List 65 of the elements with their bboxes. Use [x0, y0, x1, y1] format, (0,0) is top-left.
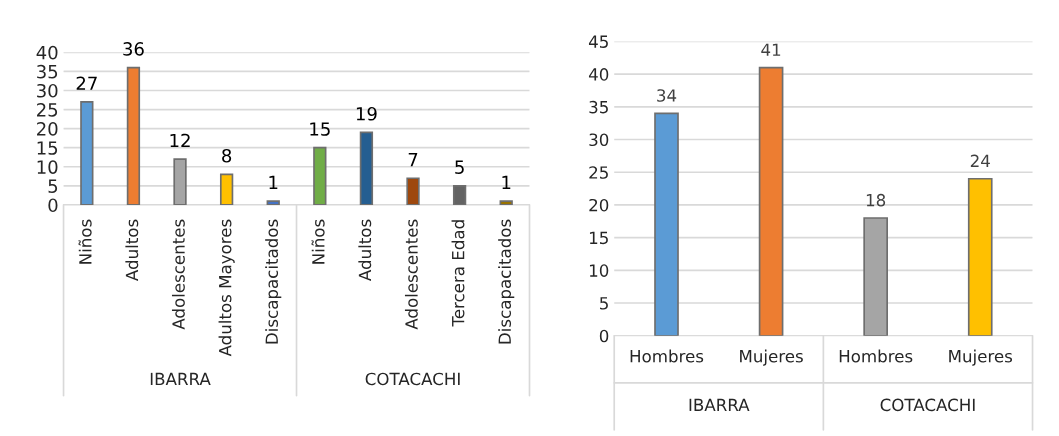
x-tick-label: Niños — [311, 219, 325, 264]
bar — [654, 112, 679, 336]
bar — [406, 177, 420, 205]
x-tick-label: Discapacitados — [498, 219, 515, 344]
bar — [173, 158, 187, 205]
data-label: 36 — [123, 42, 144, 56]
data-label: 24 — [970, 154, 990, 167]
bar — [967, 177, 993, 336]
y-tick-label: 40 — [36, 45, 58, 60]
x-tick-label: Discapacitados — [265, 219, 282, 344]
text: COTACACHI — [880, 398, 975, 412]
data-label: 1 — [269, 175, 278, 190]
y-tick-label: 25 — [37, 103, 58, 117]
x-tick-label: Adultos — [125, 219, 139, 281]
y-tick-label: 5 — [48, 179, 58, 193]
bar — [80, 101, 94, 205]
bar — [452, 185, 467, 205]
x-tick-label: Mujeres — [949, 349, 1013, 366]
text: IBARRA — [150, 372, 211, 386]
data-label: 8 — [222, 148, 232, 163]
data-label: 7 — [408, 152, 418, 167]
data-label: 15 — [310, 122, 330, 136]
data-label: 27 — [76, 76, 97, 90]
data-label: 1 — [502, 175, 511, 190]
y-tick-label: 25 — [589, 166, 608, 179]
bar — [359, 131, 374, 205]
bar — [313, 146, 327, 205]
text: COTACACHI — [365, 372, 460, 386]
x-tick-label: Tercera Edad — [451, 220, 465, 327]
x-tick-label: Adultos Mayores — [218, 219, 235, 357]
text: IBARRA — [689, 398, 750, 411]
bar — [219, 173, 234, 205]
y-tick-label: 5 — [600, 297, 608, 310]
y-tick-label: 30 — [37, 83, 58, 98]
bar — [758, 66, 784, 336]
y-tick-label: 45 — [588, 35, 608, 48]
y-tick-label: 20 — [589, 198, 609, 212]
bar — [266, 200, 280, 205]
bar — [126, 66, 141, 205]
y-tick-label: 40 — [588, 68, 609, 81]
y-tick-label: 35 — [37, 64, 58, 79]
x-tick-label: Hombres — [839, 349, 913, 363]
y-tick-label: 35 — [589, 100, 608, 114]
data-label: 41 — [761, 43, 781, 56]
bar — [499, 200, 513, 205]
bar — [863, 217, 888, 336]
data-label: 19 — [356, 106, 377, 121]
x-tick-label: Hombres — [630, 349, 704, 363]
y-tick-label: 15 — [37, 141, 58, 155]
y-tick-label: 30 — [589, 133, 609, 147]
data-label: 12 — [170, 133, 190, 148]
y-tick-label: 15 — [589, 231, 608, 245]
x-tick-label: Niños — [78, 219, 92, 264]
x-tick-label: Adolescentes — [171, 219, 185, 330]
data-label: 5 — [455, 160, 464, 175]
x-tick-label: Mujeres — [740, 349, 803, 366]
y-tick-label: 10 — [589, 264, 609, 277]
data-label: 18 — [866, 193, 886, 207]
x-tick-label: Adultos — [358, 219, 372, 281]
x-tick-label: Adolescentes — [404, 219, 418, 330]
data-label: 34 — [657, 89, 677, 102]
y-tick-label: 10 — [37, 160, 58, 174]
y-tick-label: 20 — [37, 122, 58, 136]
y-tick-label: 0 — [599, 329, 609, 343]
y-tick-label: 0 — [48, 198, 58, 213]
